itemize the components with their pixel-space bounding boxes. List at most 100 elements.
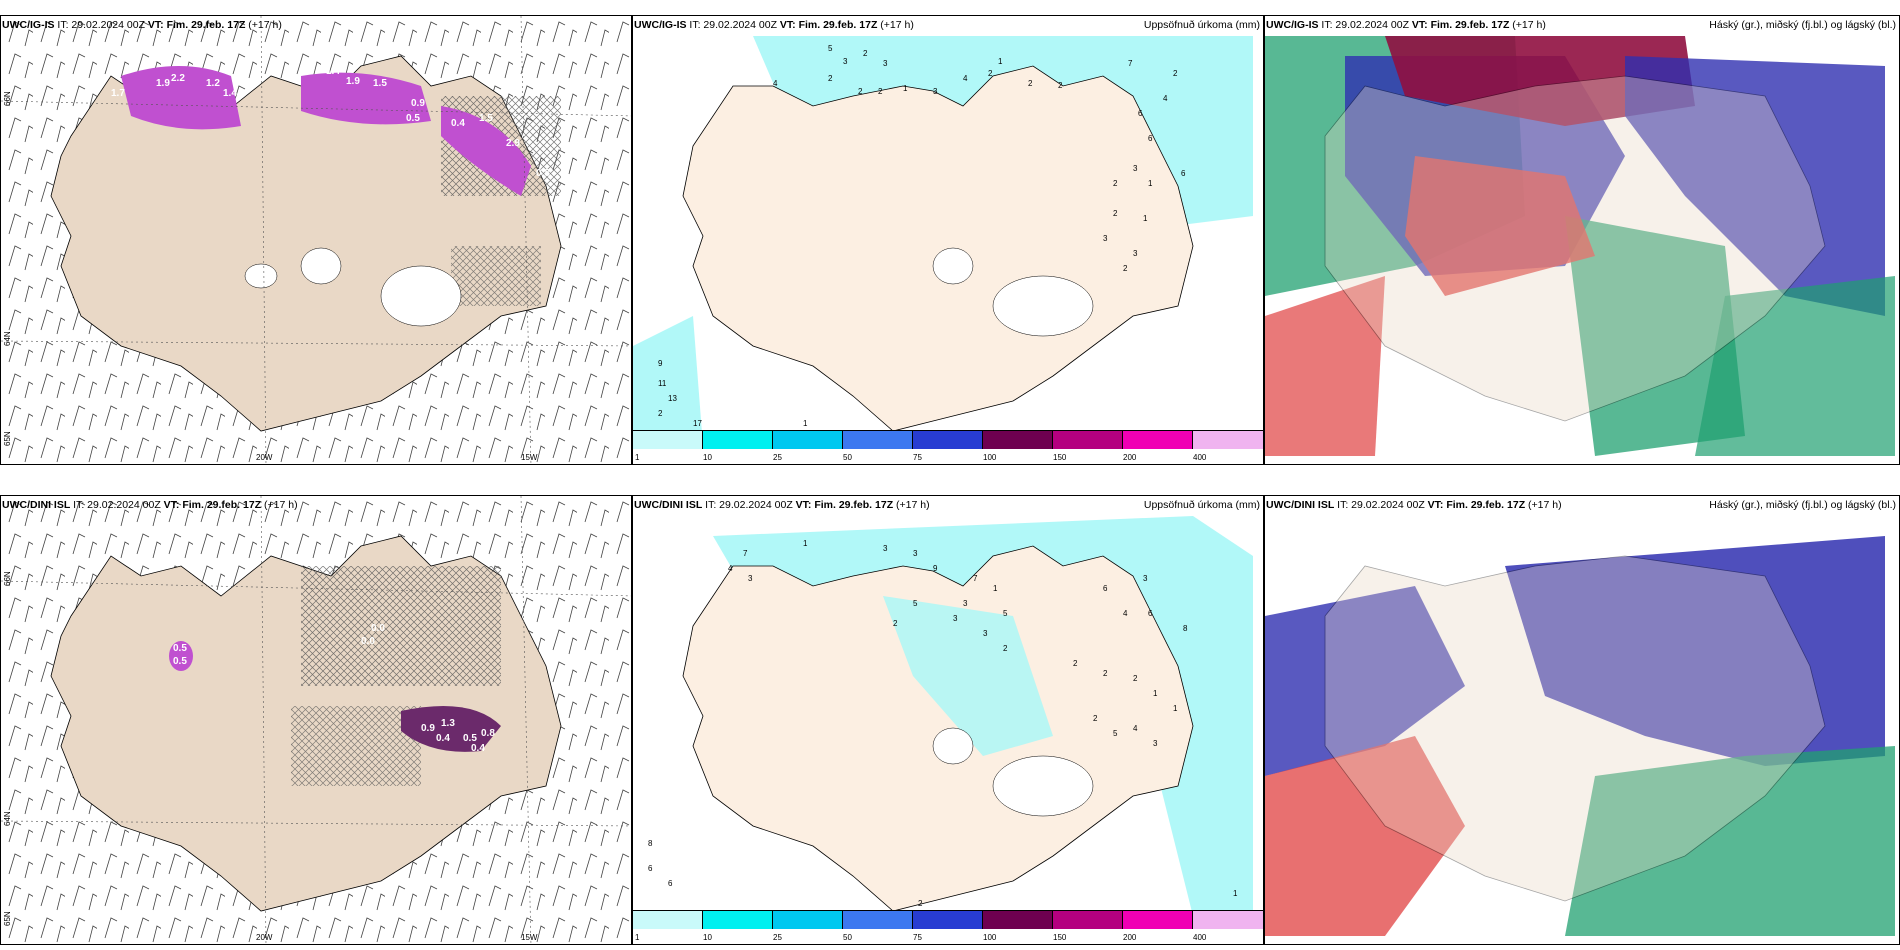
colorbar-tick: 200 (1123, 933, 1137, 942)
colorbar-swatch (1193, 911, 1263, 929)
svg-text:6: 6 (1103, 584, 1108, 593)
svg-text:7: 7 (1128, 59, 1133, 68)
colorbar-tick: 150 (1053, 453, 1067, 462)
colorbar-tick: 1 (635, 933, 640, 942)
svg-text:4: 4 (1163, 94, 1168, 103)
colorbar-swatch (983, 911, 1053, 929)
colorbar-tick: 400 (1193, 453, 1207, 462)
svg-text:3: 3 (953, 614, 958, 623)
svg-text:6: 6 (1148, 134, 1153, 143)
lat-label-64: 64N (3, 811, 12, 826)
lat-label-66: 66N (3, 91, 12, 106)
svg-text:2.9: 2.9 (506, 138, 520, 149)
lon-label-20: 20W (256, 453, 273, 462)
svg-text:3: 3 (933, 87, 938, 96)
svg-text:0.4: 0.4 (436, 733, 450, 744)
panel-header: UWC/DINI ISL IT: 29.02.2024 00Z VT: Fim.… (2, 499, 298, 511)
colorbar-swatch (913, 911, 983, 929)
panel-title: Uppsöfnuð úrkoma (mm) (1143, 19, 1260, 31)
panel-title: Háský (gr.), miðský (fj.bl.) og lágský (… (1709, 499, 1896, 511)
svg-text:2: 2 (1093, 714, 1098, 723)
svg-text:0.0: 0.0 (361, 636, 375, 647)
lon-label-15: 15W (521, 933, 538, 942)
panel-precip-wind-dini: UWC/DINI ISL IT: 29.02.2024 00Z VT: Fim.… (0, 495, 632, 945)
svg-text:8: 8 (1183, 624, 1188, 633)
svg-text:1.4: 1.4 (223, 88, 237, 99)
svg-text:3: 3 (913, 549, 918, 558)
svg-text:1.5: 1.5 (373, 78, 387, 89)
svg-text:6: 6 (1181, 169, 1186, 178)
svg-text:1.2: 1.2 (206, 78, 220, 89)
svg-text:0.9: 0.9 (411, 98, 425, 109)
svg-text:1: 1 (1233, 889, 1238, 898)
svg-text:5: 5 (828, 44, 833, 53)
svg-text:3: 3 (1143, 574, 1148, 583)
svg-text:0.0: 0.0 (371, 623, 385, 634)
accum-labels: 7 4 3 1 3 3 9 7 1 3 5 5 2 3 3 2 6 3 4 6 … (648, 539, 1238, 908)
svg-text:3: 3 (843, 57, 848, 66)
svg-text:2: 2 (828, 74, 833, 83)
iceland-landmass (50, 55, 562, 432)
svg-text:0.9: 0.9 (421, 723, 435, 734)
svg-text:6: 6 (1138, 109, 1143, 118)
panel-header: UWC/IG-IS IT: 29.02.2024 00Z VT: Fim. 29… (634, 19, 914, 31)
panel-header: UWC/DINI ISL IT: 29.02.2024 00Z VT: Fim.… (634, 499, 930, 511)
panel-title: Háský (gr.), miðský (fj.bl.) og lágský (… (1709, 19, 1896, 31)
svg-text:9: 9 (658, 359, 663, 368)
colorbar-swatch (633, 911, 703, 929)
svg-text:3: 3 (1133, 249, 1138, 258)
iceland-landmass (682, 545, 1194, 912)
svg-text:2: 2 (893, 619, 898, 628)
svg-text:2.2: 2.2 (171, 73, 185, 84)
svg-text:3: 3 (1133, 164, 1138, 173)
svg-text:2: 2 (658, 409, 663, 418)
svg-text:8: 8 (648, 839, 653, 848)
svg-text:1.3: 1.3 (441, 718, 455, 729)
svg-text:0.8: 0.8 (536, 168, 550, 179)
lat-label-65: 65N (3, 431, 12, 446)
svg-text:3: 3 (1103, 234, 1108, 243)
panel-header: UWC/IG-IS IT: 29.02.2024 00Z VT: Fim. 29… (2, 19, 282, 31)
cloud-map (1265, 496, 1899, 944)
svg-text:0.4: 0.4 (471, 743, 485, 754)
svg-text:7: 7 (973, 574, 978, 583)
accum-precip-map: 7 4 3 1 3 3 9 7 1 3 5 5 2 3 3 2 6 3 4 6 … (648, 516, 1253, 916)
panel-precip-wind-igis: UWC/IG-IS IT: 29.02.2024 00Z VT: Fim. 29… (0, 15, 632, 465)
svg-text:0.5: 0.5 (173, 656, 187, 667)
precip-labels: 2.2 1.9 1.2 1.4 1.4 1.9 1.5 0.9 0.5 0.4 … (111, 66, 550, 179)
svg-text:17: 17 (693, 419, 702, 428)
svg-text:1.9: 1.9 (156, 78, 170, 89)
panel-accum-precip-dini: UWC/DINI ISL IT: 29.02.2024 00Z VT: Fim.… (632, 495, 1264, 945)
svg-text:7: 7 (743, 549, 748, 558)
svg-text:4: 4 (773, 79, 778, 88)
svg-text:13: 13 (668, 394, 677, 403)
svg-text:0.4: 0.4 (451, 118, 465, 129)
colorbar-tick: 100 (983, 933, 997, 942)
svg-text:4: 4 (728, 564, 733, 573)
svg-text:3: 3 (748, 574, 753, 583)
svg-text:1.5: 1.5 (479, 113, 493, 124)
colorbar-swatch (1053, 431, 1123, 449)
colorbar-swatch (843, 911, 913, 929)
svg-text:3: 3 (983, 629, 988, 638)
svg-text:1: 1 (903, 84, 908, 93)
precip-labels: 0.5 0.5 0.0 0.0 0.9 0.4 1.3 0.5 0.8 0.4 (173, 623, 495, 754)
colorbar-swatch (1123, 431, 1193, 449)
colorbar-swatch (983, 431, 1053, 449)
svg-text:2: 2 (918, 899, 923, 908)
svg-text:1: 1 (993, 584, 998, 593)
svg-text:3: 3 (883, 59, 888, 68)
colorbar-tick: 75 (913, 933, 922, 942)
svg-text:2: 2 (1133, 674, 1138, 683)
lon-label-20: 20W (256, 933, 273, 942)
svg-text:2: 2 (878, 87, 883, 96)
colorbar-tick: 200 (1123, 453, 1137, 462)
colorbar-tick: 1 (635, 453, 640, 462)
cloud-map (1265, 16, 1899, 464)
svg-text:1: 1 (1148, 179, 1153, 188)
colorbar-swatch (913, 431, 983, 449)
svg-text:2: 2 (1073, 659, 1078, 668)
svg-text:11: 11 (658, 379, 667, 388)
svg-text:0.5: 0.5 (406, 113, 420, 124)
colorbar-swatch (773, 911, 843, 929)
